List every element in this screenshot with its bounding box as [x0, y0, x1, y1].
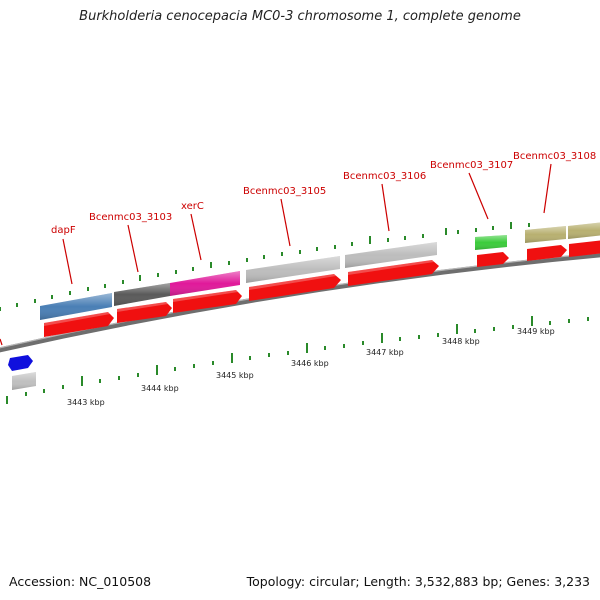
- feature-left-grey[interactable]: [12, 372, 36, 390]
- feature-left-blue[interactable]: [8, 355, 33, 371]
- scale-label-3449: 3449 kbp: [517, 327, 555, 336]
- scale-label-3444: 3444 kbp: [141, 384, 179, 393]
- feature-bcenmc03-3108[interactable]: [525, 226, 566, 243]
- gene-label-bcenmc03-3103[interactable]: Bcenmc03_3103: [89, 212, 172, 223]
- scale-label-3443: 3443 kbp: [67, 398, 105, 407]
- gene-label-dapF[interactable]: dapF: [51, 225, 76, 236]
- feature-bcenmc03-3103[interactable]: [114, 283, 170, 306]
- gene-label-xerC[interactable]: xerC: [181, 201, 204, 212]
- gene-label-bcenmc03-3106[interactable]: Bcenmc03_3106: [343, 171, 426, 182]
- accession-text: Accession: NC_010508: [9, 574, 151, 589]
- feature-bcenmc03-3107[interactable]: [475, 235, 507, 250]
- scale-label-3446: 3446 kbp: [291, 359, 329, 368]
- left-edge-leader: [0, 339, 2, 345]
- scale-label-3448: 3448 kbp: [442, 337, 480, 346]
- gene-label-bcenmc03-3105[interactable]: Bcenmc03_3105: [243, 186, 326, 197]
- genome-map[interactable]: 3443 kbp 3444 kbp 3445 kbp 3446 kbp 3447…: [0, 0, 600, 600]
- gene-label-bcenmc03-3107[interactable]: Bcenmc03_3107: [430, 160, 513, 171]
- scale-label-3445: 3445 kbp: [216, 371, 254, 380]
- topology-stats: Topology: circular; Length: 3,532,883 bp…: [247, 574, 590, 589]
- scale-label-3447: 3447 kbp: [366, 348, 404, 357]
- feature-next-olive[interactable]: [568, 222, 600, 239]
- gene-label-bcenmc03-3108[interactable]: Bcenmc03_3108: [513, 151, 596, 162]
